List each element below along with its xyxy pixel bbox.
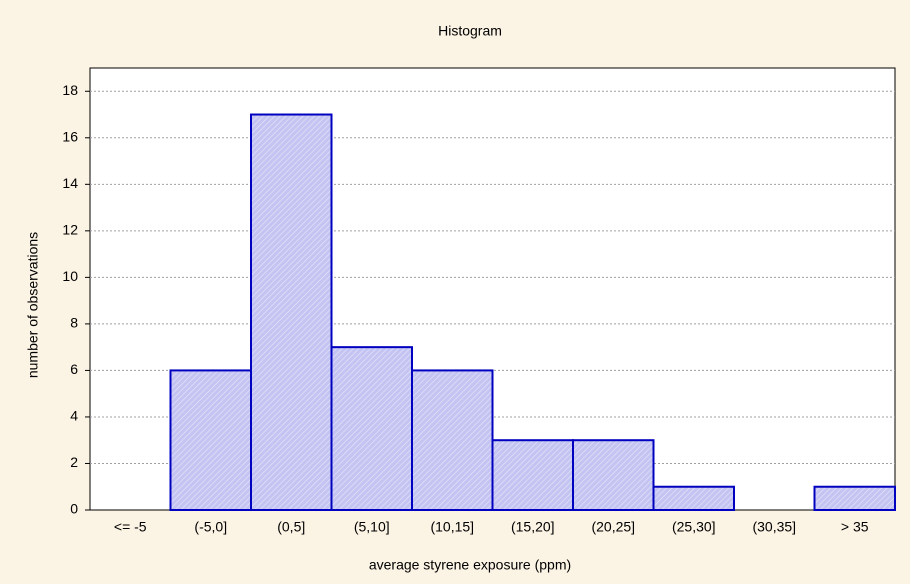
- x-tick-label: > 35: [841, 519, 869, 535]
- x-tick-label: (25,30]: [672, 519, 716, 535]
- bar: [813, 485, 896, 512]
- y-tick-label: 12: [62, 222, 78, 238]
- chart-title: Histogram: [438, 23, 502, 39]
- y-tick-label: 18: [62, 82, 78, 98]
- x-tick-label: (10,15]: [430, 519, 474, 535]
- y-tick-label: 16: [62, 128, 78, 144]
- x-tick-label: (-5,0]: [194, 519, 227, 535]
- x-tick-label: (0,5]: [277, 519, 305, 535]
- y-tick-label: 2: [70, 454, 78, 470]
- y-axis-label: number of observations: [25, 232, 41, 378]
- x-tick-label: (30,35]: [752, 519, 796, 535]
- x-tick-label: (5,10]: [354, 519, 390, 535]
- x-axis-label: average styrene exposure (ppm): [369, 557, 571, 573]
- x-tick-label: (15,20]: [511, 519, 555, 535]
- bar: [169, 369, 252, 511]
- bar: [411, 369, 494, 511]
- y-tick-label: 4: [70, 408, 78, 424]
- bar: [250, 113, 333, 512]
- x-tick-label: (20,25]: [591, 519, 635, 535]
- x-tick-label: <= -5: [114, 519, 147, 535]
- y-tick-label: 0: [70, 501, 78, 517]
- y-tick-label: 8: [70, 315, 78, 331]
- bar: [330, 346, 413, 511]
- y-tick-label: 14: [62, 175, 78, 191]
- bar: [491, 439, 574, 512]
- bar: [652, 485, 735, 512]
- y-tick-label: 10: [62, 268, 78, 284]
- bar: [572, 439, 655, 512]
- y-tick-label: 6: [70, 361, 78, 377]
